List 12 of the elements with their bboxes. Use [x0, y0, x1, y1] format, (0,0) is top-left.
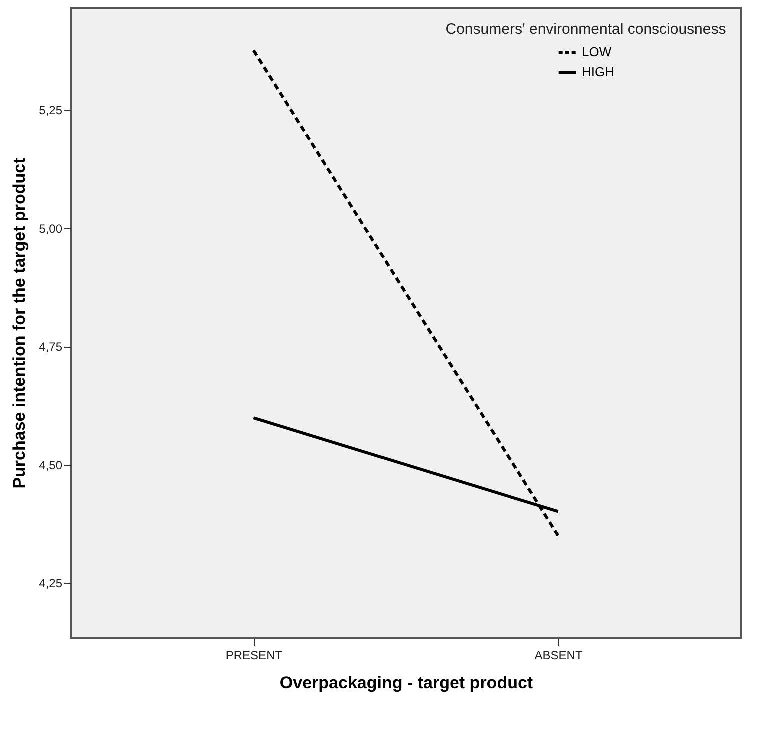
y-tick-label: 5,25 [39, 104, 63, 118]
y-tick-label: 4,25 [39, 576, 63, 591]
y-tick-label: 4,75 [39, 340, 63, 354]
x-axis-title: Overpackaging - target product [280, 674, 534, 692]
y-axis-title: Purchase intention for the target product [10, 158, 30, 489]
x-tick-label: PRESENT [226, 648, 284, 662]
legend-label: HIGH [582, 64, 614, 80]
x-tick-label: ABSENT [534, 648, 584, 662]
y-tick-label: 5,00 [39, 222, 63, 236]
y-tick-label: 4,50 [39, 458, 63, 472]
legend-label: LOW [582, 44, 612, 60]
legend-title: Consumers' environmental consciousness [446, 21, 726, 38]
